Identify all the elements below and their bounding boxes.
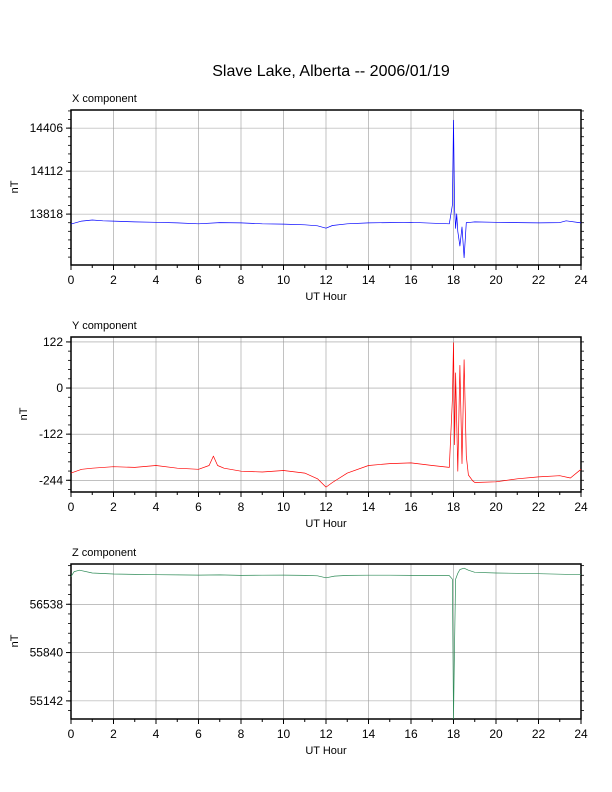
plot-frame [70, 336, 582, 493]
x-tick-label: 16 [404, 273, 418, 287]
x-tick-label: 12 [319, 727, 333, 741]
z-component-panel: Z component nT UT Hour 0 2 4 6 8 10 12 14 16 18 20… [9, 547, 588, 757]
y-tick-label: 14406 [30, 121, 64, 135]
x-tick-label: 22 [532, 273, 546, 287]
y-tick-label: -122 [39, 427, 63, 441]
series-line [70, 342, 582, 488]
x-tick-label: 6 [195, 273, 202, 287]
x-tick-label: 20 [489, 727, 503, 741]
x-axis-label: UT Hour [305, 745, 347, 757]
y-tick-label: 56538 [30, 597, 64, 611]
y-axis-label: nT [9, 634, 21, 647]
panel-title: Z component [72, 547, 136, 559]
y-tick-label: 0 [56, 381, 63, 395]
x-tick-label: 14 [362, 727, 376, 741]
x-tick-label: 22 [532, 727, 546, 741]
y-tick-label: 13818 [30, 207, 64, 221]
x-axis-label: UT Hour [305, 291, 347, 303]
x-tick-label: 2 [110, 727, 117, 741]
x-tick-label: 20 [489, 273, 503, 287]
x-tick-label: 10 [277, 727, 291, 741]
x-tick-label: 12 [319, 273, 333, 287]
y-axis-label: nT [9, 180, 21, 193]
y-axis-label: nT [18, 407, 30, 420]
x-tick-label: 24 [574, 727, 588, 741]
y-tick-label: 122 [43, 335, 63, 349]
x-tick-label: 10 [277, 500, 291, 514]
panel-title: X component [72, 93, 137, 105]
y-tick-label: -244 [39, 473, 63, 487]
x-tick-label: 0 [68, 727, 75, 741]
x-tick-label: 4 [153, 273, 160, 287]
x-tick-label: 20 [489, 500, 503, 514]
x-tick-label: 6 [195, 500, 202, 514]
x-tick-label: 24 [574, 500, 588, 514]
x-component-panel: X component nT UT Hour 0 2 4 6 8 10 12 14 16 18 20… [9, 93, 588, 303]
x-tick-label: 16 [404, 727, 418, 741]
y-tick-label: 55142 [30, 694, 64, 708]
x-tick-label: 0 [68, 273, 75, 287]
x-tick-label: 2 [110, 500, 117, 514]
x-tick-label: 8 [238, 273, 245, 287]
x-tick-label: 8 [238, 500, 245, 514]
x-tick-label: 12 [319, 500, 333, 514]
panel-title: Y component [72, 320, 137, 332]
x-tick-label: 16 [404, 500, 418, 514]
x-tick-label: 24 [574, 273, 588, 287]
x-tick-label: 0 [68, 500, 75, 514]
x-tick-label: 10 [277, 273, 291, 287]
x-tick-label: 8 [238, 727, 245, 741]
x-tick-label: 14 [362, 273, 376, 287]
chart-title: Slave Lake, Alberta -- 2006/01/19 [212, 63, 450, 80]
x-axis-label: UT Hour [305, 518, 347, 530]
series-line [70, 567, 582, 720]
x-tick-label: 4 [153, 500, 160, 514]
x-tick-label: 14 [362, 500, 376, 514]
plot-frame [70, 563, 582, 720]
x-tick-label: 18 [447, 273, 461, 287]
x-tick-label: 6 [195, 727, 202, 741]
x-tick-label: 18 [447, 727, 461, 741]
series-line [70, 119, 582, 259]
x-tick-label: 18 [447, 500, 461, 514]
x-tick-label: 22 [532, 500, 546, 514]
y-tick-label: 55840 [30, 646, 64, 660]
x-tick-label: 2 [110, 273, 117, 287]
y-component-panel: Y component nT UT Hour 0 2 4 6 8 10 12 14 16 18 20… [18, 320, 588, 530]
x-tick-label: 4 [153, 727, 160, 741]
y-tick-label: 14112 [31, 164, 64, 178]
plot-frame [70, 109, 582, 266]
